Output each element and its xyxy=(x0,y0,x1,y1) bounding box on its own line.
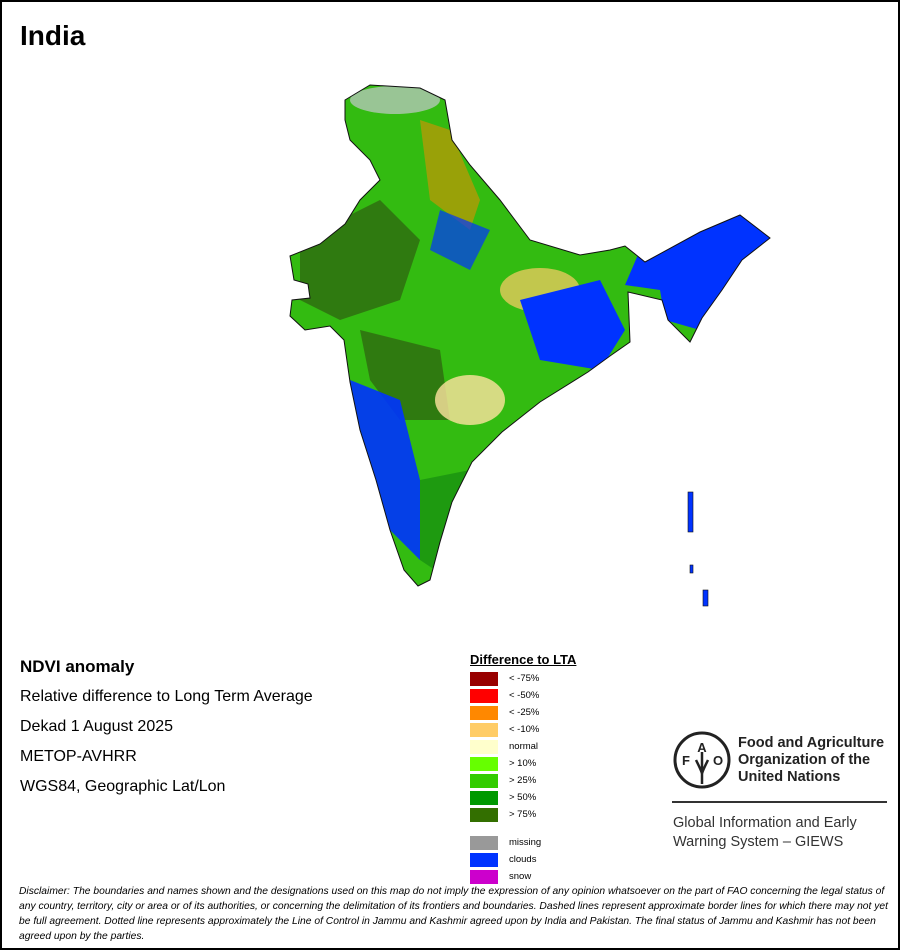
info-heading: NDVI anomaly xyxy=(20,657,135,676)
legend-item: < -75% xyxy=(470,670,576,687)
fao-name-line3: United Nations xyxy=(738,769,841,785)
legend-label: < -10% xyxy=(509,724,540,735)
svg-text:O: O xyxy=(713,753,723,768)
map-info: NDVI anomaly Relative difference to Long… xyxy=(20,657,313,807)
legend-swatch xyxy=(470,807,498,822)
info-projection: WGS84, Geographic Lat/Lon xyxy=(20,778,226,795)
legend-item: normal xyxy=(470,738,576,755)
legend: Difference to LTA < -75% < -50% < -25% < -1… xyxy=(470,652,576,885)
legend-item: < -50% xyxy=(470,687,576,704)
legend-swatch xyxy=(470,852,498,867)
legend-item: snow xyxy=(470,868,576,885)
legend-label: > 25% xyxy=(509,775,537,786)
andaman-islands xyxy=(687,491,709,607)
legend-swatch xyxy=(470,688,498,703)
legend-swatch xyxy=(470,835,498,850)
legend-label: > 75% xyxy=(509,809,537,820)
legend-swatch xyxy=(470,671,498,686)
giews-label: Global Information and Early Warning Sys… xyxy=(673,814,857,852)
ndvi-anomaly-map xyxy=(289,84,771,607)
legend-swatch xyxy=(470,739,498,754)
svg-text:F: F xyxy=(682,753,690,768)
legend-item: missing xyxy=(470,834,576,851)
legend-swatch xyxy=(470,869,498,884)
legend-label: < -25% xyxy=(509,707,540,718)
legend-label: normal xyxy=(509,741,539,752)
legend-item: > 25% xyxy=(470,772,576,789)
legend-item: clouds xyxy=(470,851,576,868)
fao-name-line1: Food and Agriculture xyxy=(738,735,885,751)
disclaimer: Disclaimer: The boundaries and names sho… xyxy=(19,886,888,942)
legend-label: < -75% xyxy=(509,673,540,684)
info-sensor: METOP-AVHRR xyxy=(20,748,137,765)
map-title: India xyxy=(20,20,86,51)
legend-swatch xyxy=(470,756,498,771)
info-description: Relative difference to Long Term Average xyxy=(20,688,313,705)
fao-name: Food and Agriculture Organization of the… xyxy=(738,735,884,786)
legend-label: snow xyxy=(509,871,532,882)
legend-swatch xyxy=(470,705,498,720)
legend-swatch xyxy=(470,722,498,737)
legend-title: Difference to LTA xyxy=(470,652,577,667)
divider xyxy=(672,801,887,803)
legend-label: missing xyxy=(509,837,542,848)
legend-label: > 50% xyxy=(509,792,537,803)
legend-item: > 50% xyxy=(470,789,576,806)
map-land xyxy=(290,85,770,586)
legend-swatch xyxy=(470,790,498,805)
fao-name-line2: Organization of the xyxy=(738,752,871,768)
fao-logo: A F O xyxy=(673,731,731,789)
info-date: Dekad 1 August 2025 xyxy=(20,718,174,735)
giews-line2: Warning System – GIEWS xyxy=(673,834,844,850)
legend-label: < -50% xyxy=(509,690,540,701)
svg-text:A: A xyxy=(697,740,707,755)
legend-item: < -25% xyxy=(470,704,576,721)
legend-label: clouds xyxy=(509,854,537,865)
legend-label: > 10% xyxy=(509,758,537,769)
legend-item: > 10% xyxy=(470,755,576,772)
legend-item: < -10% xyxy=(470,721,576,738)
giews-line1: Global Information and Early xyxy=(673,815,857,831)
legend-swatch xyxy=(470,773,498,788)
legend-item: > 75% xyxy=(470,806,576,823)
